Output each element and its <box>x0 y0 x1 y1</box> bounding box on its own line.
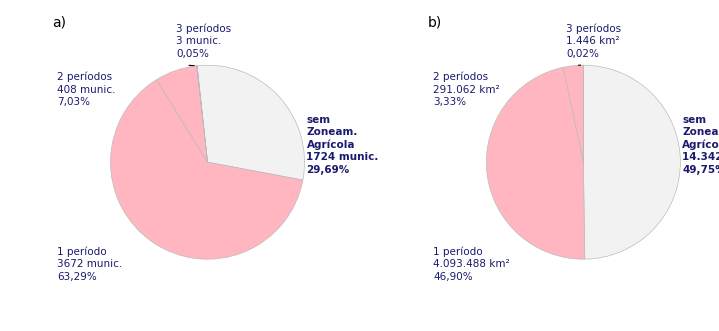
Wedge shape <box>111 80 303 259</box>
Text: 2 períodos
291.062 km²
3,33%: 2 períodos 291.062 km² 3,33% <box>433 72 500 107</box>
Text: b): b) <box>429 16 442 29</box>
Text: 1 período
4.093.488 km²
46,90%: 1 período 4.093.488 km² 46,90% <box>433 246 510 282</box>
Wedge shape <box>157 66 208 162</box>
Text: a): a) <box>52 16 66 29</box>
Wedge shape <box>486 67 585 259</box>
Text: 2 períodos
408 munic.
7,03%: 2 períodos 408 munic. 7,03% <box>58 72 116 107</box>
Text: 3 períodos
3 munic.
0,05%: 3 períodos 3 munic. 0,05% <box>176 23 232 59</box>
Text: 1 período
3672 munic.
63,29%: 1 período 3672 munic. 63,29% <box>58 246 122 282</box>
Wedge shape <box>197 66 208 162</box>
Text: sem
Zoneam.
Agrícola
14.342.365 km²
49,75%: sem Zoneam. Agrícola 14.342.365 km² 49,7… <box>682 115 719 175</box>
Wedge shape <box>583 65 680 259</box>
Text: sem
Zoneam.
Agrícola
1724 munic.
29,69%: sem Zoneam. Agrícola 1724 munic. 29,69% <box>306 115 379 175</box>
Wedge shape <box>563 65 583 162</box>
Wedge shape <box>197 65 305 180</box>
Text: 3 períodos
1.446 km²
0,02%: 3 períodos 1.446 km² 0,02% <box>566 23 621 59</box>
